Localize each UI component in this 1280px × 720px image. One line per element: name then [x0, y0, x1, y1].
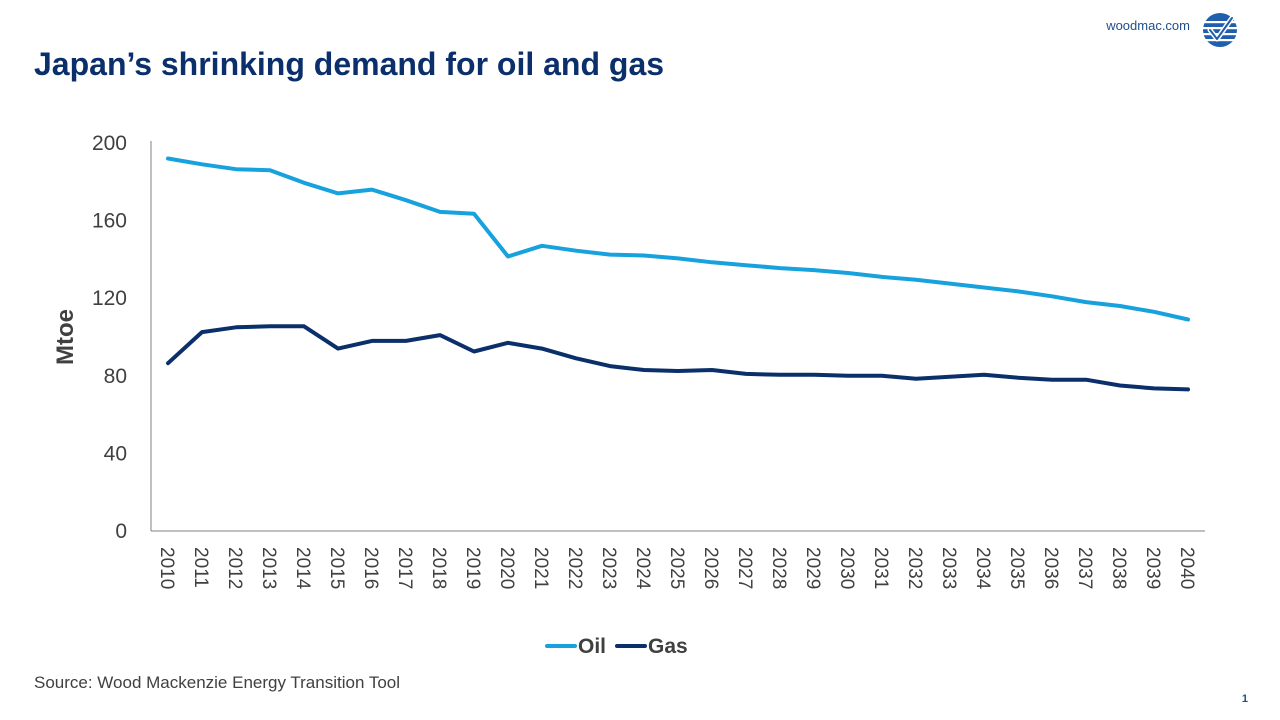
- x-tick-label: 2020: [496, 547, 517, 589]
- y-tick-label: 120: [92, 287, 127, 310]
- series-line-gas: [166, 324, 1190, 392]
- x-tick-label: 2016: [360, 547, 381, 589]
- y-tick-label: 160: [92, 210, 127, 233]
- x-tick-label: 2028: [768, 547, 789, 589]
- x-tick-label: 2018: [428, 547, 449, 589]
- page-number: 1: [1241, 693, 1248, 705]
- x-tick-label: 2036: [1040, 547, 1061, 589]
- y-tick-label: 200: [92, 132, 127, 155]
- x-tick-label: 2021: [530, 547, 551, 589]
- source-note: Source: Wood Mackenzie Energy Transition…: [34, 673, 401, 692]
- x-tick-label: 2025: [666, 547, 687, 589]
- site-url[interactable]: woodmac.com: [1106, 18, 1190, 33]
- y-tick-label: 0: [115, 520, 127, 543]
- x-tick-label: 2032: [904, 547, 925, 589]
- x-tick-label: 2024: [632, 547, 653, 590]
- x-tick-label: 2011: [190, 547, 211, 588]
- x-tick-label: 2013: [258, 547, 279, 589]
- page-title: Japan’s shrinking demand for oil and gas: [34, 46, 665, 82]
- x-tick-label: 2019: [462, 547, 483, 589]
- x-tick-label: 2030: [836, 547, 857, 589]
- x-tick-label: 2012: [224, 547, 245, 589]
- x-tick-label: 2035: [1006, 547, 1027, 589]
- x-tick-label: 2037: [1074, 547, 1095, 589]
- x-tick-label: 2010: [156, 547, 177, 589]
- x-tick-label: 2023: [598, 547, 619, 589]
- x-tick-label: 2027: [734, 547, 755, 589]
- x-tick-label: 2034: [972, 547, 993, 590]
- x-tick-label: 2031: [870, 547, 891, 589]
- legend-label-oil: Oil: [578, 635, 606, 658]
- x-tick-label: 2039: [1142, 547, 1163, 589]
- x-tick-label: 2022: [564, 547, 585, 589]
- y-axis-title: Mtoe: [52, 309, 79, 365]
- woodmac-logo-icon: [1203, 13, 1237, 47]
- y-tick-label: 40: [104, 442, 127, 465]
- x-tick-label: 2040: [1176, 547, 1197, 589]
- x-tick-label: 2015: [326, 547, 347, 589]
- x-tick-label: 2038: [1108, 547, 1129, 589]
- x-tick-label: 2029: [802, 547, 823, 589]
- y-tick-label: 80: [104, 365, 127, 388]
- series-line-oil: [166, 156, 1190, 322]
- legend-label-gas: Gas: [648, 635, 688, 658]
- x-tick-label: 2026: [700, 547, 721, 589]
- x-tick-label: 2017: [394, 547, 415, 589]
- x-tick-label: 2014: [292, 547, 313, 590]
- x-tick-label: 2033: [938, 547, 959, 589]
